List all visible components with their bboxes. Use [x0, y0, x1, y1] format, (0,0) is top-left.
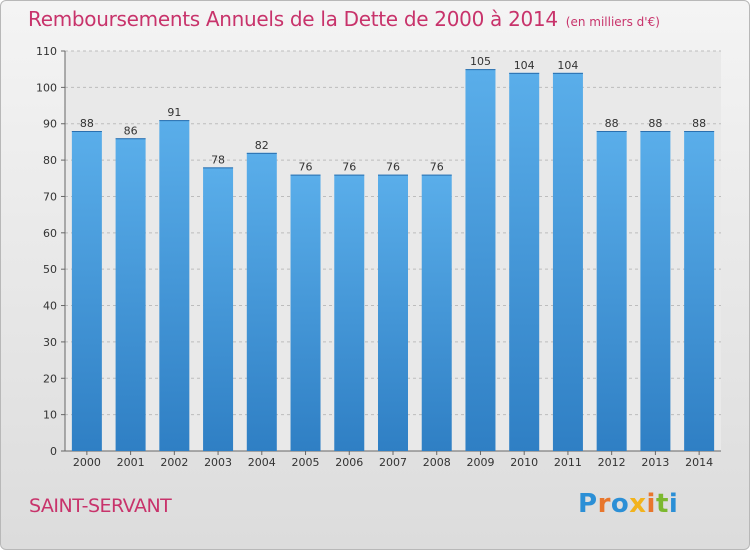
chart-subtitle: (en milliers d'€) [565, 15, 660, 29]
bar-value-label: 76 [430, 161, 444, 174]
bar-value-label: 78 [211, 153, 225, 166]
bar-value-label: 76 [299, 161, 313, 174]
bar [71, 131, 102, 451]
chart-title-text: Remboursements Annuels de la Dette de 20… [28, 7, 558, 31]
x-tick-label: 2007 [379, 456, 407, 469]
bar [596, 131, 627, 451]
x-tick-label: 2004 [248, 456, 276, 469]
x-tick-label: 2012 [598, 456, 626, 469]
logo-letter: r [597, 489, 611, 519]
bar [465, 69, 496, 451]
bar [421, 174, 452, 452]
bar [246, 152, 277, 451]
bar-value-label: 91 [167, 106, 181, 119]
bar-value-label: 88 [648, 117, 662, 130]
y-tick-label: 50 [43, 263, 57, 276]
x-tick-label: 2008 [423, 456, 451, 469]
bar-value-label: 76 [386, 161, 400, 174]
x-tick-label: 2000 [73, 456, 101, 469]
proxiti-logo: Proxiti [578, 489, 678, 519]
x-tick-label: 2009 [466, 456, 494, 469]
bar [115, 138, 146, 452]
x-tick-label: 2013 [641, 456, 669, 469]
bar [509, 72, 540, 452]
y-tick-label: 30 [43, 336, 57, 349]
y-tick-label: 40 [43, 300, 57, 313]
bar [159, 120, 190, 451]
y-tick-label: 10 [43, 409, 57, 422]
chart-title: Remboursements Annuels de la Dette de 20… [28, 7, 660, 31]
y-tick-label: 20 [43, 372, 57, 385]
bar-value-label: 104 [557, 59, 578, 72]
logo-letter: i [668, 489, 679, 519]
y-tick-label: 60 [43, 227, 57, 240]
bar-value-label: 105 [470, 55, 491, 68]
bar [334, 174, 365, 452]
y-tick-label: 100 [36, 81, 57, 94]
bar-value-label: 88 [692, 117, 706, 130]
bar-value-label: 76 [342, 161, 356, 174]
x-tick-label: 2006 [335, 456, 363, 469]
y-tick-label: 90 [43, 118, 57, 131]
x-tick-label: 2011 [554, 456, 582, 469]
y-tick-label: 70 [43, 190, 57, 203]
x-tick-label: 2005 [292, 456, 320, 469]
logo-letter: P [578, 489, 598, 519]
x-tick-label: 2014 [685, 456, 713, 469]
logo-letter: o [610, 489, 630, 519]
bar-value-label: 82 [255, 139, 269, 152]
bar-value-label: 104 [514, 59, 535, 72]
bar [378, 174, 408, 452]
y-tick-label: 0 [50, 445, 57, 458]
logo-letter: x [629, 489, 647, 519]
x-tick-label: 2010 [510, 456, 538, 469]
x-tick-label: 2001 [117, 456, 145, 469]
bar-value-label: 86 [124, 124, 138, 137]
bar [552, 72, 583, 452]
bar [203, 167, 234, 451]
bar [290, 174, 321, 452]
bar-value-label: 88 [80, 117, 94, 130]
bar [640, 131, 671, 451]
bar [684, 131, 715, 451]
bar-value-label: 88 [605, 117, 619, 130]
x-tick-label: 2003 [204, 456, 232, 469]
x-tick-label: 2002 [160, 456, 188, 469]
y-tick-label: 80 [43, 154, 57, 167]
logo-letter: t [655, 489, 669, 519]
y-tick-label: 110 [36, 45, 57, 58]
commune-name: SAINT-SERVANT [29, 495, 172, 517]
logo-letter: i [646, 489, 656, 519]
